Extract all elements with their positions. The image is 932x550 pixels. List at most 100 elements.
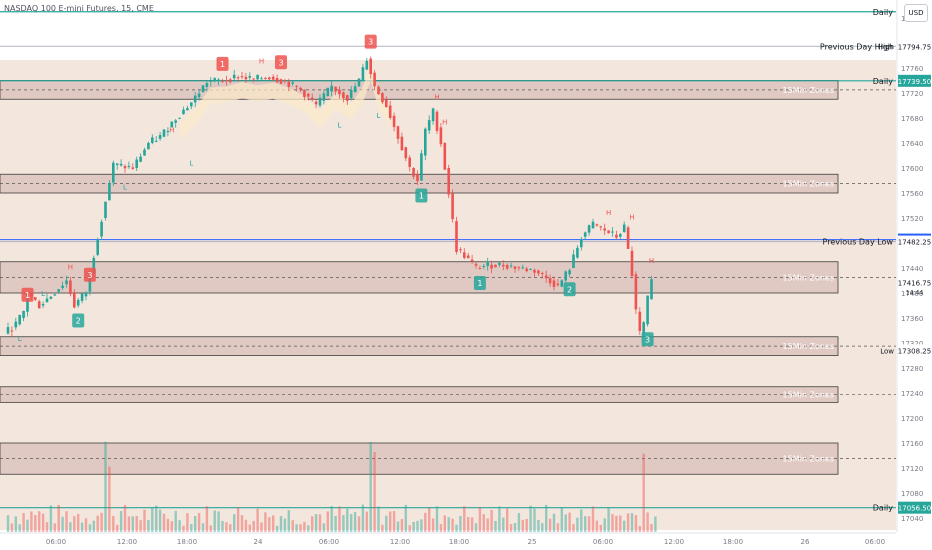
volume-bar xyxy=(201,523,205,532)
volume-bar xyxy=(174,510,177,532)
volume-bar xyxy=(642,453,645,532)
zone-box xyxy=(0,80,839,100)
candle-body xyxy=(22,310,25,318)
candle-body xyxy=(170,121,174,128)
volume-bar xyxy=(396,521,400,532)
candle-body xyxy=(225,80,228,82)
price-tick: 17400 xyxy=(901,290,923,298)
volume-bar xyxy=(416,520,419,532)
candle-body xyxy=(26,293,29,312)
candle-body xyxy=(474,263,478,266)
candle-body xyxy=(385,99,388,108)
volume-bar xyxy=(26,519,29,532)
volume-bar xyxy=(73,516,76,532)
candle-body xyxy=(548,278,552,284)
volume-bar xyxy=(467,517,470,532)
hl-label: L xyxy=(41,290,45,298)
candle-body xyxy=(587,225,591,233)
volume-bar xyxy=(525,518,528,532)
candle-body xyxy=(619,234,622,237)
candle-body xyxy=(552,280,556,287)
volume-bar xyxy=(41,513,45,532)
candle-body xyxy=(151,137,154,143)
zone-label: 15Min Zones xyxy=(783,180,834,189)
signal-marker xyxy=(83,267,96,282)
volume-bar xyxy=(268,517,271,532)
last-price-badge: 17416.75 xyxy=(898,280,931,288)
volume-bar xyxy=(49,505,53,532)
volume-bar xyxy=(412,521,415,532)
volume-bar xyxy=(147,520,150,532)
volume-bar xyxy=(459,515,462,532)
volume-bar xyxy=(326,511,329,532)
signal-marker-label: 3 xyxy=(278,58,283,67)
candle-body xyxy=(650,279,653,300)
currency-button[interactable]: USD xyxy=(904,4,928,22)
zone-label: 15Min Zones xyxy=(783,455,834,464)
candle-body xyxy=(326,87,330,97)
level-badge-bg xyxy=(898,74,931,87)
volume-bar xyxy=(342,515,345,532)
volume-bar xyxy=(580,509,583,532)
volume-bar xyxy=(182,525,185,532)
candle-body xyxy=(533,269,536,273)
volume-bar xyxy=(334,515,337,532)
volume-bar xyxy=(611,514,614,532)
candle-body xyxy=(299,87,302,90)
candle-body xyxy=(560,280,564,287)
time-tick: 18:00 xyxy=(177,538,197,546)
volume-bar xyxy=(88,524,92,532)
volume-bar xyxy=(517,513,521,532)
volume-bar xyxy=(447,517,450,532)
last-price-badge-bg xyxy=(898,276,931,289)
volume-bar xyxy=(6,515,10,532)
volume-bar xyxy=(506,508,509,532)
candle-body xyxy=(334,86,337,92)
candle-body xyxy=(154,140,158,142)
volume-bar xyxy=(143,509,146,532)
candle-body xyxy=(470,259,474,262)
volume-bar xyxy=(361,504,365,532)
candle-body xyxy=(131,167,135,169)
level-badge-bg xyxy=(898,40,931,53)
hl-label: H xyxy=(442,118,447,126)
candle-body xyxy=(236,77,240,79)
candle-body xyxy=(264,78,267,79)
candle-body xyxy=(275,78,279,83)
candle-body xyxy=(41,303,45,306)
candle-body xyxy=(135,159,138,168)
volume-bar xyxy=(424,512,427,532)
volume-bar xyxy=(84,518,88,532)
volume-bar xyxy=(69,522,72,532)
candle-body xyxy=(178,117,181,119)
candle-body xyxy=(322,93,326,101)
candle-body xyxy=(73,293,76,308)
zone-box xyxy=(0,336,839,356)
volume-bar xyxy=(77,513,80,532)
signal-marker-label: 3 xyxy=(87,271,92,280)
candle-body xyxy=(143,149,146,156)
candle-body xyxy=(537,270,540,274)
volume-bar xyxy=(591,506,595,532)
volume-bar xyxy=(623,520,626,532)
volume-bar xyxy=(244,519,248,532)
candle-body xyxy=(65,280,68,285)
hl-label: L xyxy=(189,160,193,168)
volume-bar xyxy=(30,511,33,532)
level-badge-bg xyxy=(898,501,931,514)
volume-bar xyxy=(404,504,407,532)
volume-bar xyxy=(80,522,84,532)
hl-label: H xyxy=(68,263,73,271)
candle-body xyxy=(482,266,486,268)
volume-bar xyxy=(322,523,326,532)
time-tick: 06:00 xyxy=(46,538,66,546)
candle-body xyxy=(310,97,314,100)
volume-bar xyxy=(451,518,454,532)
candle-body xyxy=(158,135,162,139)
candle-body xyxy=(357,78,361,87)
volume-bar xyxy=(283,518,287,532)
volume-bar xyxy=(162,513,166,532)
volume-bar xyxy=(482,514,485,532)
volume-bar xyxy=(638,525,641,532)
